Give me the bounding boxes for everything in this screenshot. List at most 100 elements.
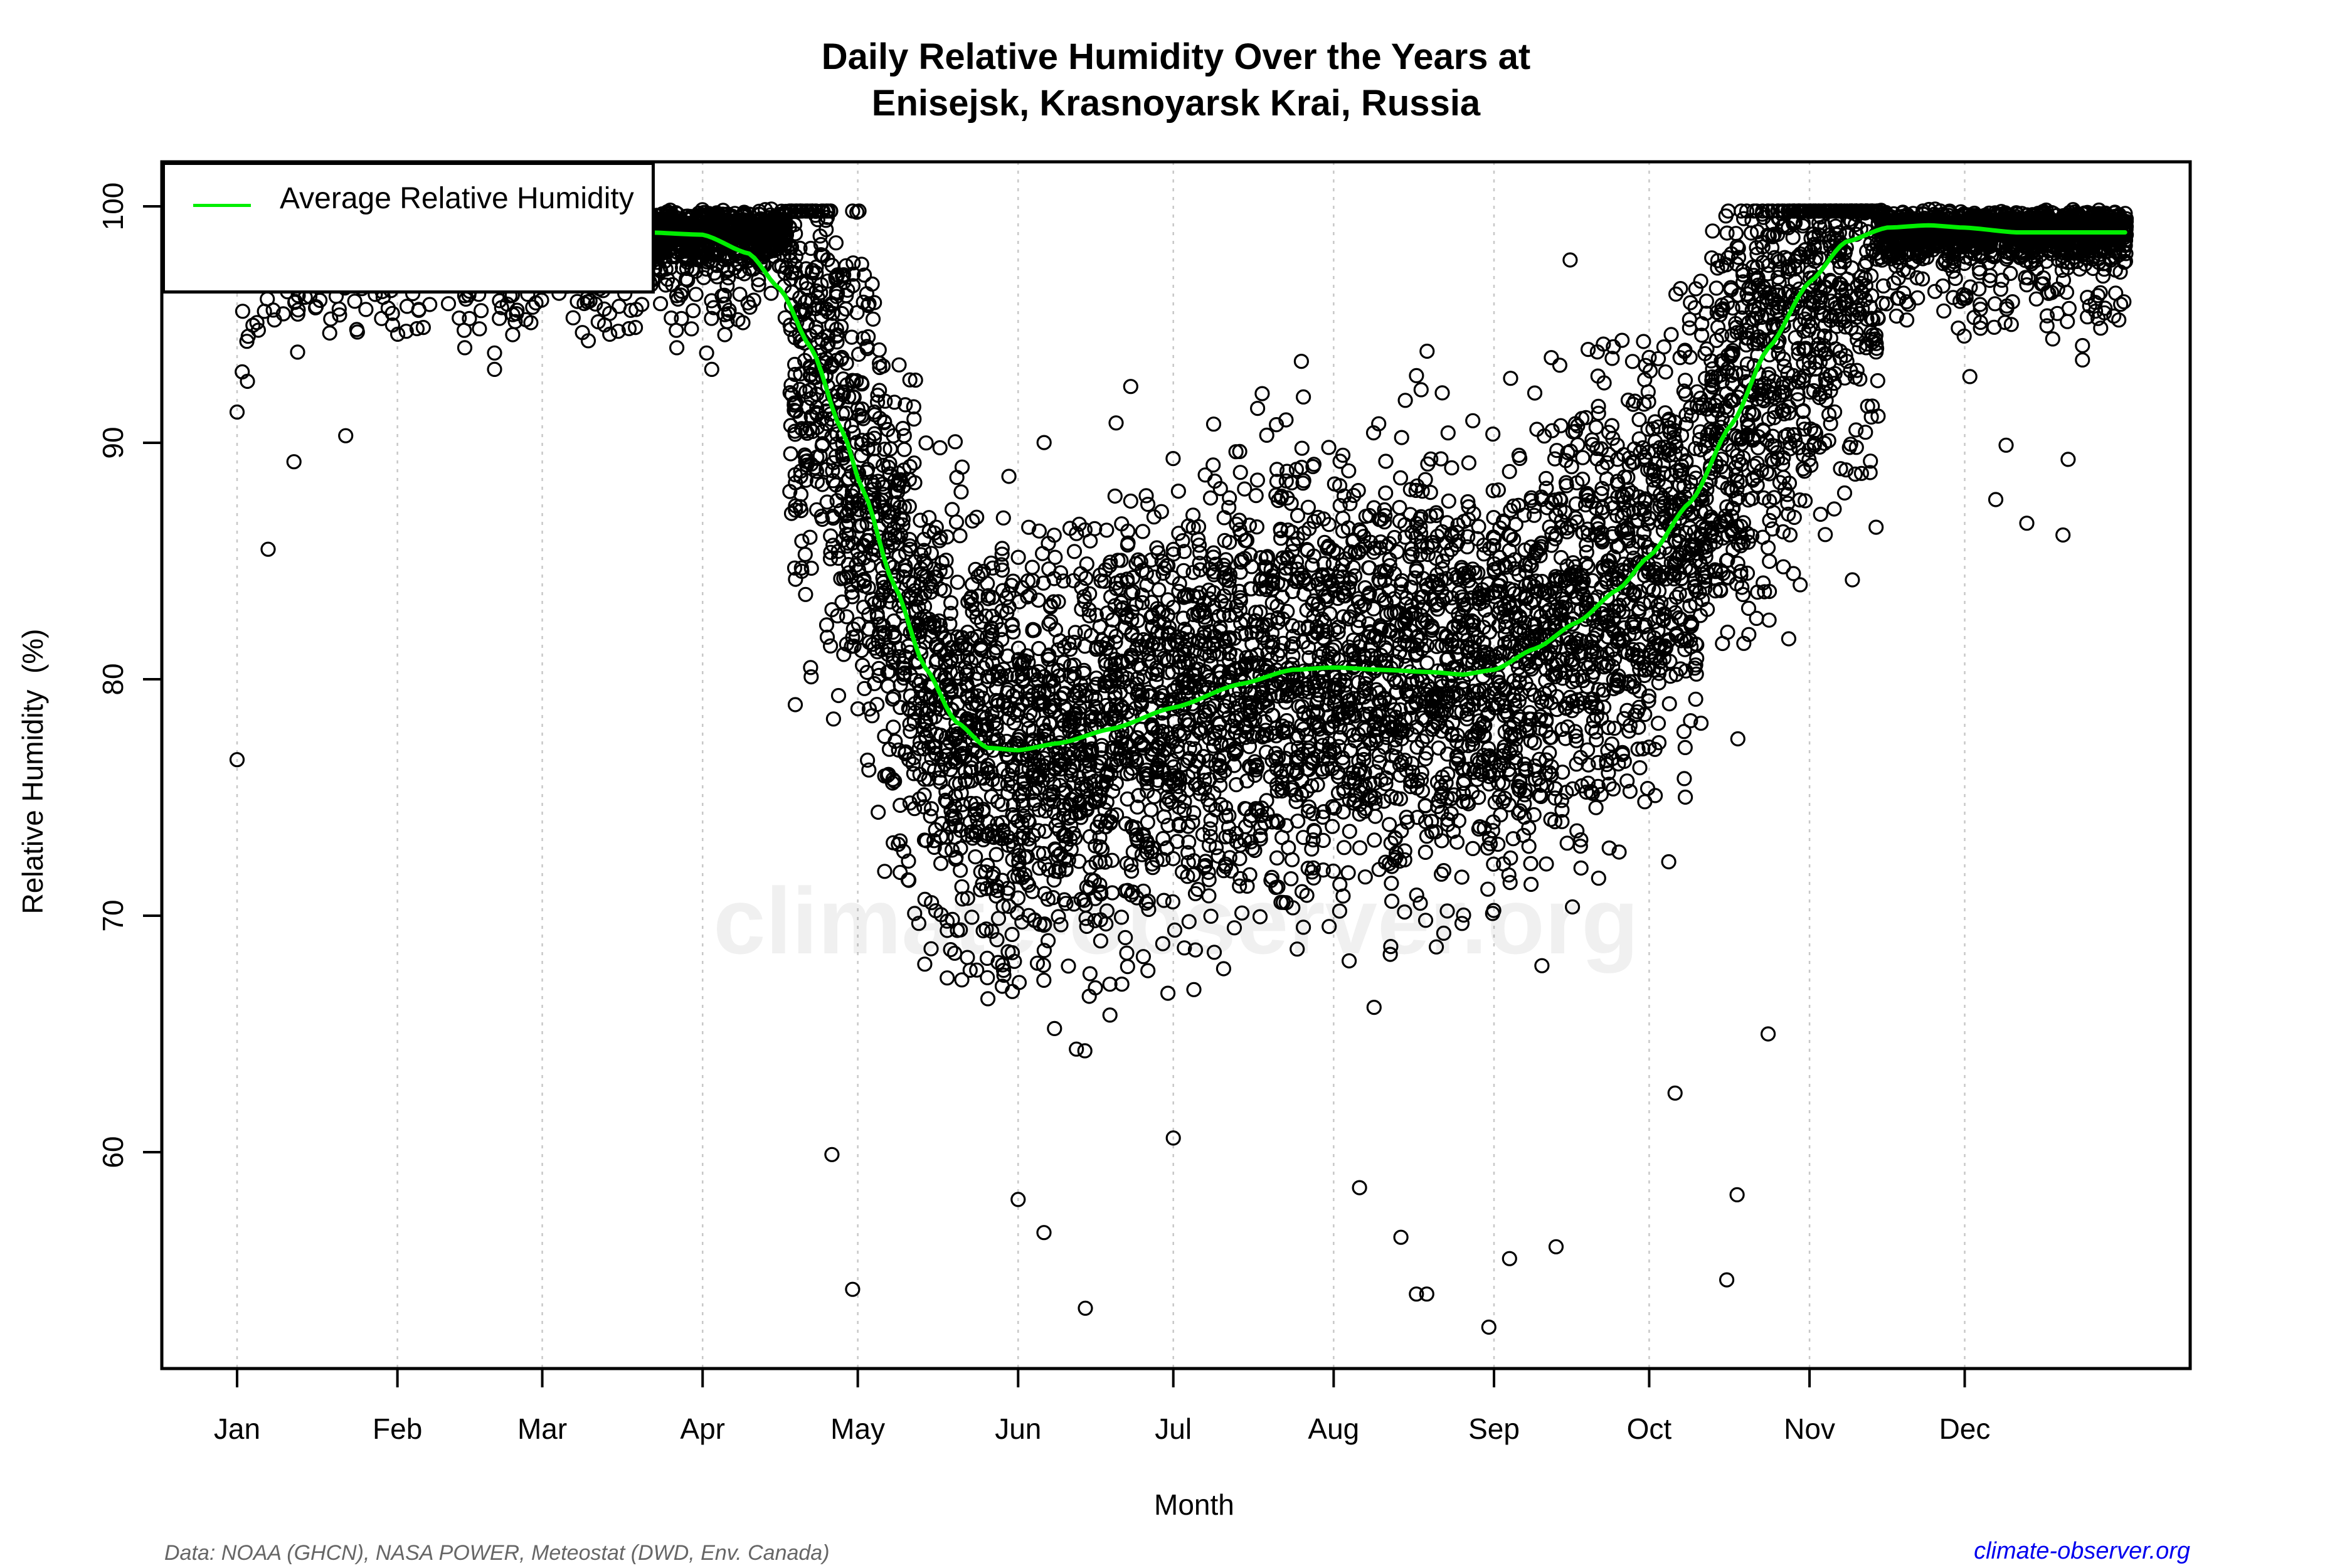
data-point — [473, 303, 489, 319]
data-point — [580, 333, 596, 349]
data-point — [1011, 975, 1027, 990]
data-point — [952, 527, 968, 544]
scatter-points — [228, 201, 2134, 1335]
data-point — [948, 514, 965, 530]
data-point — [830, 687, 847, 704]
data-point — [823, 528, 839, 544]
data-point — [1083, 533, 1098, 549]
data-point — [275, 306, 291, 322]
data-point — [669, 340, 685, 356]
data-point — [995, 510, 1011, 526]
data-point — [525, 299, 541, 315]
data-point — [1140, 814, 1155, 830]
data-point — [290, 302, 306, 318]
data-point — [865, 311, 881, 327]
data-point — [384, 305, 400, 321]
data-point — [886, 719, 901, 735]
data-point — [968, 849, 983, 865]
data-point — [719, 278, 735, 294]
data-point — [621, 320, 637, 337]
data-point — [818, 617, 835, 633]
data-point — [861, 762, 877, 778]
data-point — [1102, 1007, 1118, 1023]
data-point — [891, 357, 907, 373]
data-point — [803, 660, 818, 675]
data-point — [954, 459, 970, 475]
data-point — [652, 296, 669, 312]
data-point — [688, 287, 704, 302]
data-point — [1079, 556, 1094, 572]
data-point — [1047, 549, 1063, 565]
data-point — [1143, 802, 1159, 818]
data-point — [265, 302, 281, 318]
data-point — [798, 586, 813, 602]
data-point — [721, 302, 737, 318]
data-point — [717, 327, 733, 342]
data-point — [906, 455, 922, 471]
data-point — [487, 345, 502, 361]
data-point — [409, 320, 425, 337]
data-point — [358, 302, 374, 317]
data-point — [332, 307, 347, 323]
data-point — [415, 319, 432, 336]
data-point — [457, 340, 473, 356]
data-point — [1107, 488, 1123, 504]
data-point — [679, 260, 695, 277]
data-point — [290, 344, 305, 360]
data-point — [944, 502, 960, 517]
data-point — [839, 609, 855, 625]
data-point — [462, 310, 477, 326]
data-point — [1001, 469, 1017, 484]
data-point — [896, 442, 912, 457]
data-point — [802, 529, 818, 545]
data-point — [312, 292, 328, 308]
data-point — [534, 292, 549, 308]
data-point — [565, 310, 581, 326]
data-point — [706, 300, 722, 315]
data-point — [684, 321, 699, 337]
data-point — [1140, 496, 1156, 512]
data-point — [472, 321, 487, 337]
data-point — [1036, 972, 1052, 988]
data-point — [588, 296, 603, 312]
data-point — [1024, 559, 1041, 575]
watermark: climate-observer.org — [713, 868, 1639, 973]
data-point — [906, 411, 922, 427]
data-point — [627, 319, 644, 336]
data-point — [732, 287, 748, 302]
data-point — [322, 325, 337, 341]
data-point — [601, 305, 618, 321]
data-point — [331, 301, 347, 317]
data-point — [507, 314, 523, 329]
data-point — [980, 576, 995, 591]
data-point — [664, 310, 679, 326]
data-point — [819, 629, 835, 645]
data-point — [235, 304, 250, 319]
data-point — [674, 310, 689, 326]
data-point — [422, 297, 438, 312]
data-point — [239, 334, 255, 349]
data-point — [398, 324, 414, 339]
data-point — [1108, 415, 1124, 431]
data-point — [704, 361, 719, 378]
data-point — [1036, 435, 1052, 450]
data-point — [1170, 483, 1187, 499]
data-point — [580, 294, 595, 310]
data-point — [523, 315, 539, 331]
data-point — [250, 322, 266, 338]
data-point — [389, 326, 406, 342]
data-point — [323, 311, 339, 327]
data-point — [1135, 524, 1151, 539]
data-point — [953, 484, 969, 500]
data-point — [704, 310, 719, 326]
data-point — [634, 297, 650, 312]
data-point — [686, 303, 701, 319]
data-point — [947, 434, 963, 450]
data-point — [871, 804, 886, 820]
data-point — [763, 285, 779, 301]
data-point — [988, 847, 1004, 862]
data-point — [906, 399, 921, 415]
data-point — [440, 296, 457, 312]
data-point — [869, 697, 885, 712]
data-point — [1077, 1043, 1093, 1059]
